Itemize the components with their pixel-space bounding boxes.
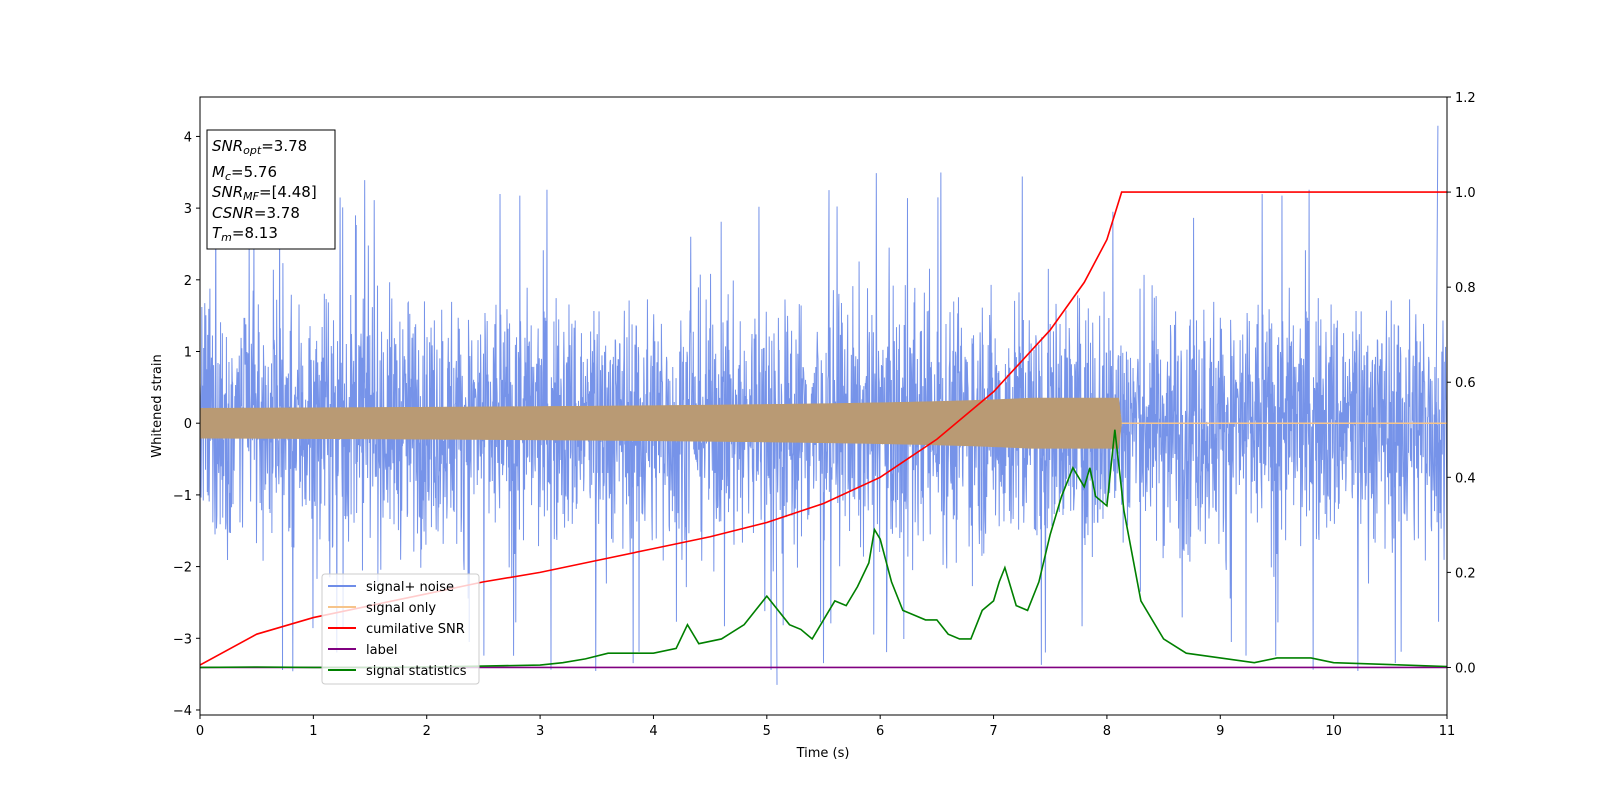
axes-ticks: 0 1 2 3 4 5 6 7 8 9 10 11 −4 −3 −2 −1 0 1 2 3 4 0.0 0.2 0.4 0.6 0…: [173, 91, 1476, 739]
signal-statistics-line: [200, 429, 1447, 669]
x-tick-label: 9: [1216, 724, 1224, 739]
y-right-tick-label: 0.8: [1455, 281, 1476, 296]
x-tick-label: 10: [1325, 724, 1342, 739]
y-left-tick-label: 2: [184, 274, 192, 289]
y-left-tick-label: −2: [173, 561, 192, 576]
legend-entry: label: [366, 643, 397, 658]
y-left-tick-label: −1: [173, 489, 192, 504]
y-right-tick-label: 0.0: [1455, 661, 1476, 676]
x-tick-label: 7: [989, 724, 997, 739]
y-right-tick-label: 0.2: [1455, 566, 1476, 581]
x-tick-label: 4: [649, 724, 657, 739]
y-left-tick-label: 3: [184, 202, 192, 217]
x-tick-label: 2: [423, 724, 431, 739]
x-tick-label: 5: [763, 724, 771, 739]
y-axis-label: Whitened strain: [150, 354, 165, 457]
x-tick-label: 0: [196, 724, 204, 739]
y-left-tick-label: 0: [184, 417, 192, 432]
plot-area: [200, 125, 1447, 685]
annotation-line: SNRMF=[4.48]: [212, 183, 317, 203]
plot-frame: [199, 96, 1448, 716]
y-left-tick-label: −3: [173, 632, 192, 647]
x-tick-label: 1: [309, 724, 317, 739]
signal-only-envelope: [200, 397, 1122, 449]
x-tick-label: 3: [536, 724, 544, 739]
y-right-tick-label: 0.6: [1455, 376, 1476, 391]
y-left-tick-label: −4: [173, 704, 192, 719]
x-tick-label: 11: [1439, 724, 1456, 739]
legend-entry: cumilative SNR: [366, 622, 465, 637]
legend-frame: [321, 573, 480, 685]
y-left-tick-label: 4: [184, 130, 192, 145]
legend: signal+ noise signal only cumilative SNR la…: [321, 573, 480, 685]
y-left-tick-label: 1: [184, 346, 192, 361]
y-right-tick-label: 0.4: [1455, 471, 1476, 486]
annotation-frame: [206, 129, 336, 250]
annotation-line: SNRopt=3.78: [212, 137, 307, 157]
annotation-line: Tm=8.13: [212, 224, 278, 244]
x-tick-label: 6: [876, 724, 884, 739]
legend-entry: signal only: [366, 601, 436, 616]
legend-entry: signal+ noise: [366, 580, 454, 595]
annotation-line: CSNR=3.78: [212, 204, 300, 222]
signal-noise-line: [200, 125, 1447, 685]
y-right-tick-label: 1.0: [1455, 186, 1476, 201]
annotation-line: Mc=5.76: [212, 163, 277, 183]
y-right-tick-label: 1.2: [1455, 91, 1476, 106]
x-tick-label: 8: [1103, 724, 1111, 739]
x-axis-label: Time (s): [796, 746, 850, 761]
legend-entry: signal statistics: [366, 664, 467, 679]
